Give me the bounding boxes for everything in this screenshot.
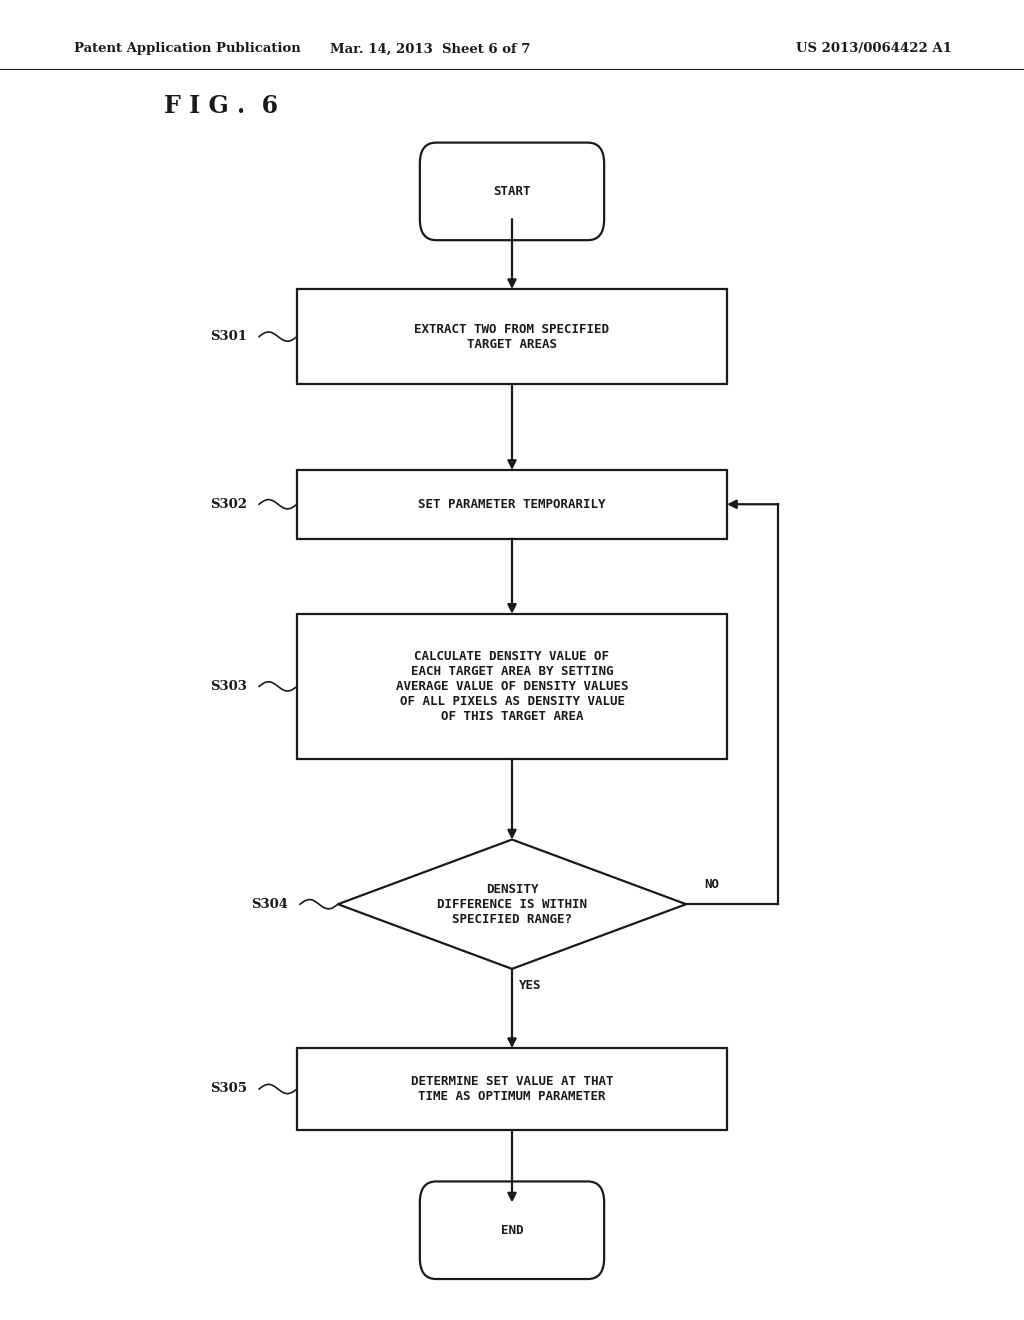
Polygon shape [338,840,686,969]
Text: S303: S303 [210,680,247,693]
Text: S305: S305 [210,1082,247,1096]
Text: Mar. 14, 2013  Sheet 6 of 7: Mar. 14, 2013 Sheet 6 of 7 [330,42,530,55]
Text: S301: S301 [210,330,247,343]
Text: EXTRACT TWO FROM SPECIFIED
TARGET AREAS: EXTRACT TWO FROM SPECIFIED TARGET AREAS [415,322,609,351]
Text: S302: S302 [210,498,247,511]
Text: S304: S304 [251,898,288,911]
Text: DENSITY
DIFFERENCE IS WITHIN
SPECIFIED RANGE?: DENSITY DIFFERENCE IS WITHIN SPECIFIED R… [437,883,587,925]
FancyBboxPatch shape [420,1181,604,1279]
Text: NO: NO [705,878,720,891]
Text: CALCULATE DENSITY VALUE OF
EACH TARGET AREA BY SETTING
AVERAGE VALUE OF DENSITY : CALCULATE DENSITY VALUE OF EACH TARGET A… [395,649,629,723]
Text: DETERMINE SET VALUE AT THAT
TIME AS OPTIMUM PARAMETER: DETERMINE SET VALUE AT THAT TIME AS OPTI… [411,1074,613,1104]
FancyBboxPatch shape [420,143,604,240]
Text: END: END [501,1224,523,1237]
Text: YES: YES [519,979,542,993]
Text: Patent Application Publication: Patent Application Publication [74,42,300,55]
Text: START: START [494,185,530,198]
Bar [297,289,727,384]
Text: US 2013/0064422 A1: US 2013/0064422 A1 [797,42,952,55]
Text: SET PARAMETER TEMPORARILY: SET PARAMETER TEMPORARILY [418,498,606,511]
Bar [297,614,727,759]
Bar [297,1048,727,1130]
Bar [297,470,727,539]
Text: F I G .  6: F I G . 6 [164,94,278,117]
